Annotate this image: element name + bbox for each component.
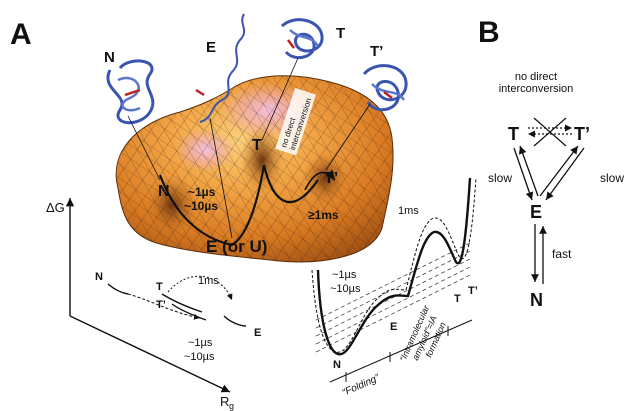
scheme-slow-left: slow — [488, 171, 512, 185]
structure-label-tprime: T’ — [370, 43, 383, 60]
scheme-arrow-e-tprime — [539, 145, 579, 197]
mini-time-2: ~10µs — [184, 351, 215, 363]
scheme-slow-right: slow — [600, 171, 624, 185]
scheme-no-direct-1: no direct — [515, 71, 557, 83]
protein-structure-e: E — [195, 13, 246, 123]
profile-time-2: ~10µs — [330, 283, 361, 295]
protein-structure-tprime: T’ — [362, 43, 408, 112]
profile-label-n: N — [333, 359, 341, 371]
scheme-fast: fast — [552, 247, 572, 261]
mini-time-1: ~1µs — [188, 337, 213, 349]
x-axis-label-sub: g — [229, 401, 234, 411]
protein-structure-n: N — [104, 49, 155, 125]
profile-label-e: E — [390, 321, 397, 333]
lower-left-schematic: N T T’ E 1ms ~1µs ~10µs — [95, 271, 261, 363]
profile-label-t: T — [454, 293, 461, 305]
profile-folding-text: “Folding” — [341, 372, 382, 398]
scheme-cross-2 — [533, 117, 567, 147]
scheme-label-t: T — [508, 124, 519, 144]
panel-letter-a: A — [10, 18, 32, 51]
scheme-label-n: N — [530, 290, 543, 310]
mini-label-e: E — [254, 327, 261, 339]
scheme-label-e: E — [530, 202, 542, 222]
kinetic-scheme: no direct interconversion T T’ E N slow … — [488, 71, 624, 310]
landscape-label-e: E (or U) — [206, 237, 267, 256]
scheme-label-tprime: T’ — [574, 124, 590, 144]
structure-pointers — [127, 57, 371, 239]
profile-time-1: ~1µs — [332, 269, 357, 281]
mesh-grid-2 — [116, 75, 394, 262]
mini-label-n: N — [95, 271, 103, 283]
mini-label-tprime: T’ — [156, 299, 166, 311]
landscape-time-fast-1: ~1µs — [188, 185, 216, 199]
energy-landscape: no direct interconversion N T T’ E (or U… — [115, 75, 394, 263]
scheme-arrow-t-e — [513, 147, 534, 201]
axes: ΔG R g — [46, 198, 234, 411]
x-axis-label: R — [220, 394, 229, 409]
landscape-time-fast-2: ~10µs — [184, 199, 218, 213]
profile-curve — [316, 177, 472, 356]
profile-rotated-label: “Intramolecular amyloid”=IA formation — [398, 303, 448, 363]
profile-folding-label: “Folding” — [341, 372, 382, 398]
reaction-path — [158, 164, 319, 247]
mini-time-top: 1ms — [198, 275, 219, 287]
y-axis-label: ΔG — [46, 200, 65, 215]
landscape-label-tprime: T’ — [324, 170, 338, 187]
scheme-arrow-tprime-e — [545, 147, 585, 201]
protein-structure-t: T — [280, 18, 345, 60]
landscape-label-t: T — [252, 137, 262, 154]
panel-letter-b: B — [478, 16, 500, 49]
scheme-no-direct-2: interconversion — [499, 83, 574, 95]
landscape-label-n: N — [158, 183, 170, 200]
reaction-arrow — [304, 169, 336, 191]
profile-time-peak: 1ms — [398, 205, 419, 217]
profile-label-tprime: T’ — [468, 285, 478, 297]
mini-label-t: T — [156, 281, 163, 293]
scheme-arrow-e-t — [518, 145, 539, 197]
landscape-time-slow: ≥1ms — [308, 208, 339, 222]
structure-label-n: N — [104, 49, 115, 66]
x-axis — [69, 315, 231, 393]
structure-label-e: E — [206, 39, 216, 56]
structure-label-t: T — [336, 25, 345, 42]
